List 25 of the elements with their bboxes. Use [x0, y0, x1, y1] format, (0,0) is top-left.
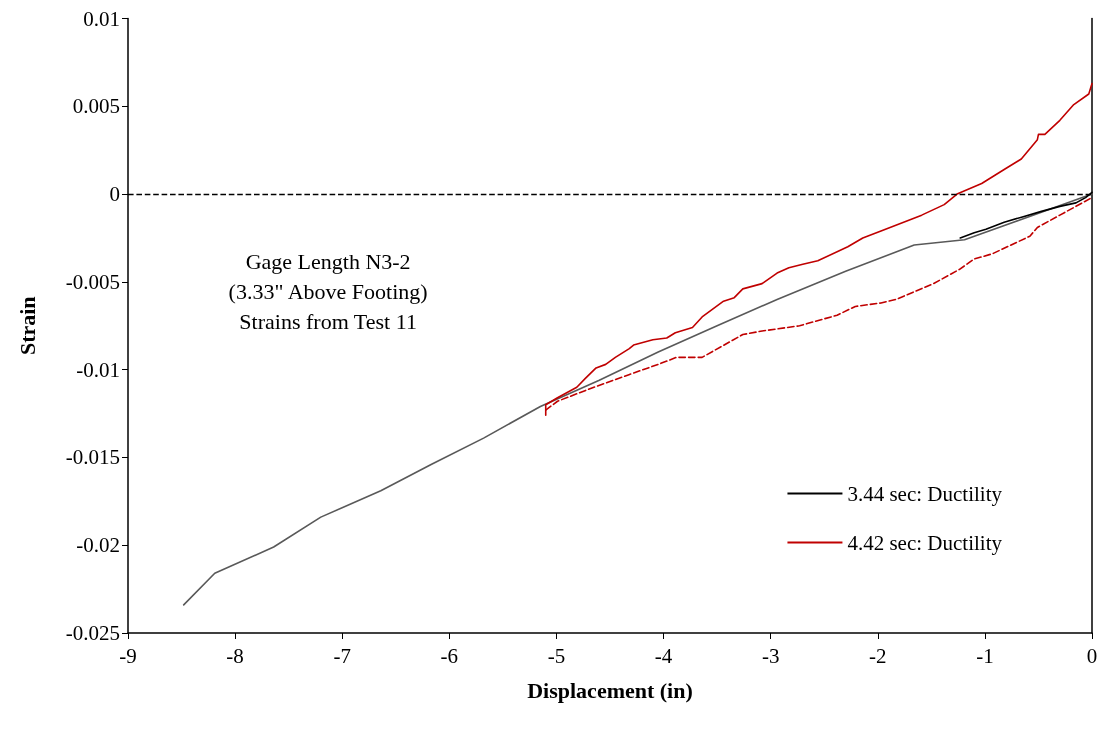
y-axis-title: Strain [14, 296, 40, 356]
legend-label: 3.44 sec: Ductility [847, 481, 1003, 506]
x-tick-label: -4 [654, 643, 673, 668]
x-tick-label: 0 [1086, 643, 1098, 668]
y-tick-label: -0.005 [65, 269, 120, 294]
x-tick-label: -6 [440, 643, 459, 668]
x-tick-label: -2 [869, 643, 887, 668]
legend-label: 4.42 sec: Ductility [847, 530, 1003, 555]
x-tick-label: -1 [976, 643, 994, 668]
x-axis-title: Displacement (in) [527, 677, 693, 703]
y-tick-label: -0.015 [65, 445, 120, 470]
x-tick-label: -9 [119, 643, 137, 668]
line-series [182, 193, 1093, 606]
x-tick-label: -7 [333, 643, 351, 668]
x-tick-label: -8 [226, 643, 244, 668]
y-tick-label: -0.01 [76, 357, 120, 382]
y-tick-label: 0.01 [83, 6, 120, 31]
line-series [544, 82, 1093, 417]
y-tick-label: -0.025 [65, 621, 120, 645]
x-tick-label: -5 [547, 643, 566, 668]
y-tick-label: 0.005 [72, 94, 120, 119]
y-tick-label: -0.02 [76, 533, 120, 558]
x-tick-label: -3 [761, 643, 780, 668]
annotation: Gage Length N3-2 (3.33" Above Footing) Strains from Test 11 [228, 248, 428, 334]
y-tick-label: 0 [109, 182, 120, 207]
